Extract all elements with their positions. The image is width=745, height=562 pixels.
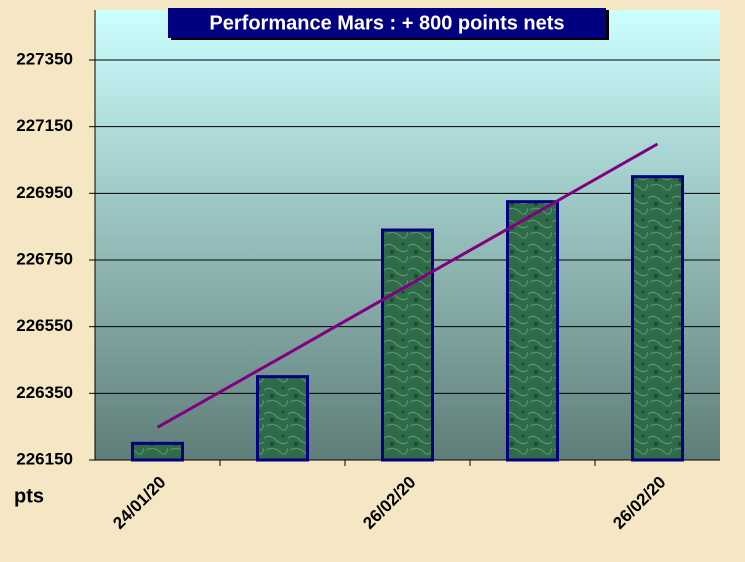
y-tick-label: 226950 (16, 183, 73, 202)
y-tick-label: 226750 (16, 249, 73, 268)
x-tick-label: 26/02/20 (359, 473, 419, 533)
y-axis-label: pts (14, 485, 44, 507)
y-tick-label: 227150 (16, 116, 73, 135)
y-tick-label: 226350 (16, 383, 73, 402)
chart-title: Performance Mars : + 800 points nets (209, 12, 564, 34)
title-box (168, 8, 606, 38)
y-tick-label: 227350 (16, 49, 73, 68)
trend-line (156, 142, 659, 429)
y-tick-label: 226150 (16, 449, 73, 468)
bar (381, 228, 434, 462)
bar (631, 175, 684, 462)
bar (506, 200, 559, 462)
bar (131, 441, 184, 462)
x-tick-label: 24/01/20 (109, 473, 169, 533)
y-tick-label: 226550 (16, 316, 73, 335)
bar (256, 375, 309, 462)
x-tick-label: 26/02/20 (609, 473, 669, 533)
